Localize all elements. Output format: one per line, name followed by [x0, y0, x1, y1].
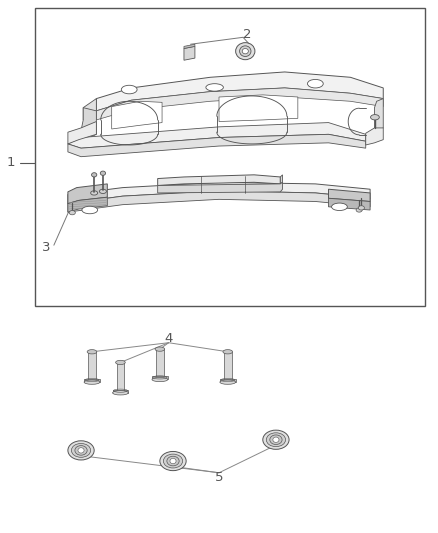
Polygon shape [68, 122, 96, 144]
Polygon shape [84, 379, 100, 382]
Ellipse shape [270, 435, 282, 445]
Polygon shape [96, 72, 383, 111]
Polygon shape [163, 461, 183, 465]
Polygon shape [184, 44, 195, 49]
Ellipse shape [307, 79, 323, 88]
Polygon shape [68, 184, 107, 204]
Polygon shape [158, 182, 283, 193]
Polygon shape [117, 362, 124, 392]
Polygon shape [224, 352, 232, 381]
Ellipse shape [71, 443, 91, 457]
Ellipse shape [371, 115, 379, 120]
Ellipse shape [242, 49, 248, 54]
Ellipse shape [78, 448, 84, 453]
Polygon shape [83, 99, 96, 120]
Polygon shape [68, 191, 370, 212]
Ellipse shape [75, 446, 87, 455]
Ellipse shape [87, 350, 97, 354]
Polygon shape [68, 182, 370, 204]
Ellipse shape [163, 454, 183, 468]
Ellipse shape [113, 391, 128, 395]
Polygon shape [280, 175, 283, 184]
Ellipse shape [266, 433, 286, 447]
Polygon shape [220, 379, 236, 382]
Ellipse shape [155, 347, 165, 351]
Polygon shape [81, 108, 96, 139]
Ellipse shape [223, 350, 233, 354]
Polygon shape [374, 99, 383, 131]
Ellipse shape [332, 203, 347, 211]
Polygon shape [96, 88, 383, 120]
Ellipse shape [91, 191, 98, 195]
Polygon shape [71, 450, 91, 455]
Polygon shape [112, 101, 162, 129]
Bar [35, 8, 425, 306]
Ellipse shape [240, 46, 251, 56]
Ellipse shape [92, 173, 97, 177]
Ellipse shape [99, 189, 106, 193]
Ellipse shape [152, 377, 168, 382]
Polygon shape [328, 189, 370, 201]
Ellipse shape [206, 84, 223, 91]
Polygon shape [266, 440, 286, 444]
Ellipse shape [68, 441, 94, 460]
Ellipse shape [220, 380, 236, 384]
Text: 2: 2 [243, 28, 252, 41]
Ellipse shape [236, 43, 255, 60]
Ellipse shape [100, 171, 106, 175]
Polygon shape [88, 352, 96, 381]
Polygon shape [113, 390, 128, 393]
Ellipse shape [358, 206, 364, 210]
Ellipse shape [167, 456, 179, 466]
Polygon shape [328, 198, 370, 210]
Polygon shape [184, 46, 195, 60]
Ellipse shape [84, 380, 100, 384]
Ellipse shape [273, 437, 279, 442]
Polygon shape [366, 128, 383, 145]
Polygon shape [156, 349, 164, 378]
Polygon shape [68, 134, 366, 157]
Ellipse shape [160, 451, 186, 471]
Polygon shape [68, 123, 366, 148]
Text: 4: 4 [164, 332, 173, 345]
Ellipse shape [121, 85, 137, 94]
Polygon shape [152, 376, 168, 379]
Polygon shape [219, 95, 298, 122]
Ellipse shape [356, 208, 362, 212]
Ellipse shape [116, 360, 125, 365]
Polygon shape [68, 197, 107, 212]
Ellipse shape [263, 430, 289, 449]
Ellipse shape [69, 211, 75, 215]
Polygon shape [158, 175, 280, 185]
Ellipse shape [82, 206, 98, 214]
Text: 1: 1 [7, 156, 15, 169]
Text: 3: 3 [42, 241, 50, 254]
Text: 5: 5 [215, 471, 223, 483]
Ellipse shape [170, 458, 176, 464]
